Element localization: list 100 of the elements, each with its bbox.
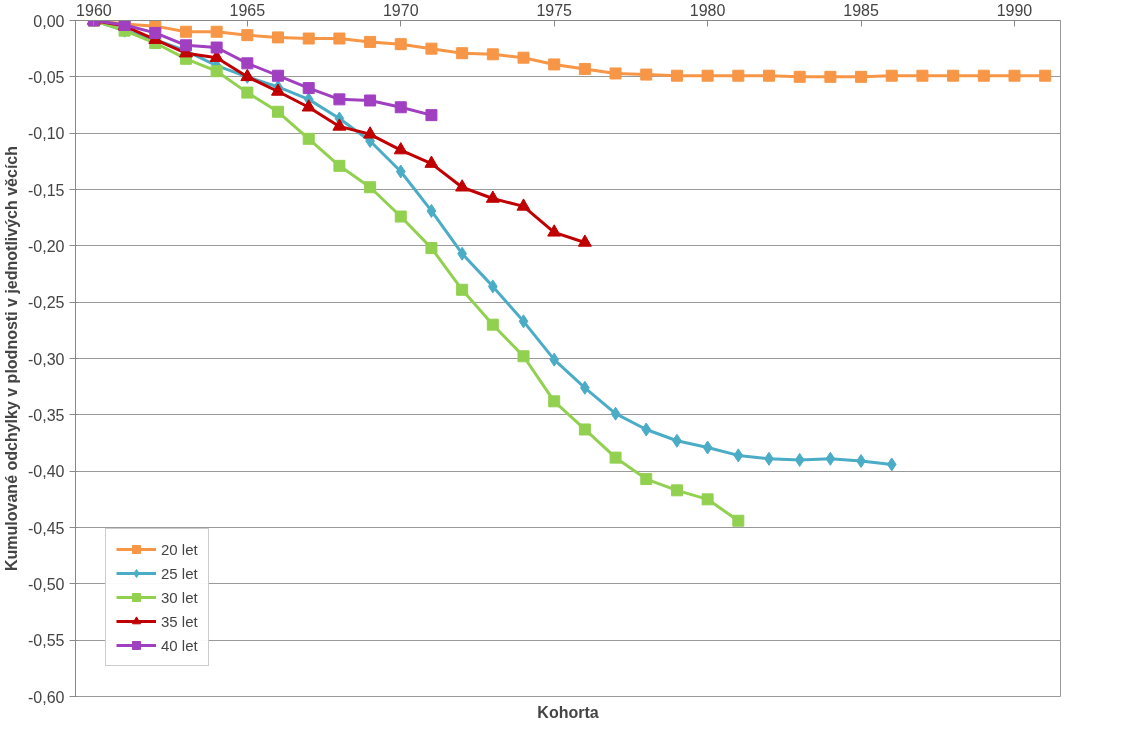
point	[241, 29, 254, 42]
point	[855, 70, 868, 83]
x-tick-label: 1980	[689, 1, 726, 19]
point	[486, 48, 499, 61]
point	[578, 62, 591, 75]
point	[333, 159, 346, 172]
point	[548, 395, 561, 408]
point	[302, 132, 315, 145]
point	[149, 26, 162, 39]
point	[485, 190, 500, 203]
point	[456, 283, 469, 296]
x-axis-title: Kohorta	[537, 703, 599, 721]
point	[610, 406, 621, 421]
point	[394, 38, 407, 51]
point	[332, 118, 347, 131]
y-tick-label: 0,00	[33, 12, 65, 30]
point	[487, 279, 498, 294]
point	[241, 57, 254, 70]
x-tick-label: 1960	[76, 1, 112, 19]
point	[364, 35, 377, 48]
legend-label: 20 let	[161, 540, 198, 558]
y-tick-label: -0,10	[28, 125, 65, 143]
point	[762, 69, 775, 82]
y-axis-title: Kumulované odchylky v plodnosti v jednotlivých věcích	[3, 146, 21, 571]
point	[486, 318, 499, 331]
point	[578, 423, 591, 436]
point	[732, 514, 745, 527]
point	[577, 234, 592, 247]
point	[272, 31, 285, 44]
point	[517, 51, 530, 64]
point	[824, 70, 837, 83]
point	[547, 224, 562, 237]
y-tick-label: -0,20	[28, 237, 65, 255]
legend-label: 40 let	[161, 636, 198, 654]
point	[271, 83, 286, 96]
point	[394, 210, 407, 223]
point	[641, 422, 652, 437]
point	[794, 452, 805, 467]
point	[548, 58, 561, 71]
legend-label: 35 let	[161, 612, 198, 630]
point	[363, 126, 378, 139]
y-tick-label: -0,05	[28, 68, 65, 86]
point	[518, 314, 529, 329]
point	[302, 82, 315, 95]
point	[793, 70, 806, 83]
point	[364, 181, 377, 194]
point	[701, 69, 714, 82]
x-tick-label: 1970	[382, 1, 419, 19]
point	[179, 25, 192, 38]
y-tick-label: -0,45	[28, 519, 65, 537]
point	[333, 93, 346, 106]
y-tick-label: -0,50	[28, 575, 65, 593]
point	[272, 105, 285, 118]
point	[886, 457, 897, 472]
point	[301, 99, 316, 112]
point	[916, 69, 929, 82]
point	[426, 203, 437, 218]
point	[302, 32, 315, 45]
point	[640, 473, 653, 486]
point	[947, 69, 960, 82]
point	[425, 109, 438, 122]
point	[210, 25, 223, 38]
point	[1039, 69, 1052, 82]
point	[456, 47, 469, 60]
point	[609, 451, 622, 464]
point	[364, 94, 377, 107]
point	[549, 352, 560, 367]
y-tick-label: -0,15	[28, 181, 65, 199]
point	[393, 142, 408, 155]
point	[455, 179, 470, 192]
x-tick-label: 1985	[843, 1, 879, 19]
point	[733, 448, 744, 463]
y-tick-label: -0,30	[28, 350, 65, 368]
point	[210, 41, 223, 54]
point	[395, 164, 406, 179]
point	[885, 69, 898, 82]
x-tick-label: 1965	[229, 1, 266, 19]
point	[825, 451, 836, 466]
point	[702, 440, 713, 455]
point	[424, 155, 439, 168]
y-tick-label: -0,35	[28, 406, 65, 424]
point	[670, 69, 683, 82]
x-tick-label: 1990	[996, 1, 1033, 19]
point	[670, 484, 683, 497]
point	[241, 86, 254, 99]
point	[210, 65, 223, 78]
point	[609, 67, 622, 80]
point	[333, 32, 346, 45]
y-tick-label: -0,40	[28, 463, 65, 481]
y-tick-label: -0,25	[28, 294, 65, 312]
point	[640, 68, 653, 81]
y-tick-label: -0,55	[28, 632, 65, 650]
point	[272, 69, 285, 82]
point	[425, 42, 438, 55]
point	[701, 493, 714, 506]
point	[517, 350, 530, 363]
legend-label: 30 let	[161, 588, 198, 606]
point	[394, 101, 407, 114]
point	[977, 69, 990, 82]
point	[1008, 69, 1021, 82]
